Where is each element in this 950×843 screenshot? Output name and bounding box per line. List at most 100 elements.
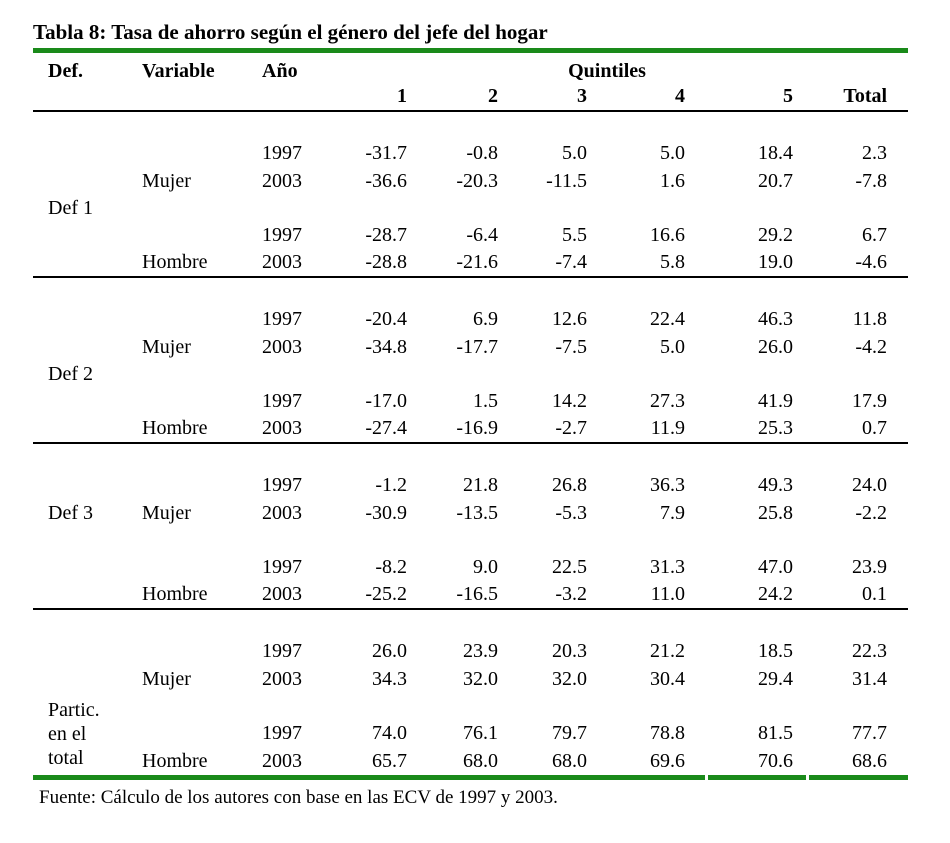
- cell-value: 22.5: [552, 555, 587, 578]
- table-row: 1997 74.0 76.1 79.7 78.8 81.5 77.7: [33, 719, 908, 747]
- cell-def: [33, 221, 130, 249]
- cell-value: -16.9: [427, 415, 518, 444]
- savings-rate-table: Def. Variable Año Quintiles 1 2 3 4 5 To…: [33, 53, 909, 775]
- cell-value: 32.0: [552, 667, 587, 690]
- cell-value: 1.5: [473, 389, 498, 412]
- table-row: Hombre 2003 -25.2 -16.5 -3.2 11.0 24.2 0…: [33, 581, 909, 610]
- cell-value: 70.6: [758, 749, 794, 772]
- cell-value: 6.7: [862, 223, 888, 246]
- cell-value: -17.0: [365, 389, 407, 412]
- cell-def-label: Def 3: [48, 501, 93, 524]
- spacer-row: [33, 443, 908, 471]
- cell-value: 20.3: [552, 639, 587, 662]
- cell-def: [33, 139, 130, 167]
- cell-value: -13.5: [456, 501, 498, 524]
- cell-value: 5.0: [660, 335, 685, 358]
- table-row: 1997 -31.7 -0.8 5.0 5.0 18.4 2.3: [33, 139, 908, 167]
- cell-value: 18.5: [758, 639, 794, 662]
- cell-value: -4.6: [806, 249, 909, 278]
- cell-def: [33, 637, 130, 665]
- cell-value: -20.3: [456, 169, 498, 192]
- cell-value: -31.7: [365, 141, 407, 164]
- table-row: 1997 -17.0 1.5 14.2 27.3 41.9 17.9: [33, 387, 908, 415]
- header-quintile-4: 4: [607, 83, 705, 112]
- cell-value: 78.8: [650, 721, 685, 744]
- cell-value: 31.3: [650, 555, 685, 578]
- cell-value: -7.8: [855, 169, 888, 192]
- cell-value: -7.4: [518, 249, 607, 278]
- cell-value: 74.0: [372, 721, 407, 744]
- cell-value: 69.6: [650, 749, 685, 772]
- cell-variable: Mujer: [142, 501, 191, 524]
- cell-def: [33, 553, 130, 581]
- cell-value: 0.7: [806, 415, 909, 444]
- table-row: 1997 -1.2 21.8 26.8 36.3 49.3 24.0: [33, 471, 908, 499]
- cell-year: 2003: [252, 415, 332, 444]
- table-row: Mujer 2003 34.3 32.0 32.0 30.4 29.4 31.4: [33, 665, 908, 693]
- cell-year: 1997: [262, 721, 302, 744]
- cell-value: 68.0: [552, 749, 587, 772]
- spacer-row: [33, 277, 908, 305]
- cell-value: -2.2: [855, 501, 888, 524]
- def-label-line: en el: [48, 723, 87, 745]
- cell-value: -4.2: [855, 335, 888, 358]
- cell-value: 19.0: [705, 249, 807, 278]
- cell-value: -27.4: [332, 415, 427, 444]
- cell-variable: [130, 553, 252, 581]
- header-quintile-1: 1: [332, 83, 427, 112]
- cell-value: 5.0: [660, 141, 685, 164]
- header-def: Def.: [48, 59, 83, 82]
- document-page: Tabla 8: Tasa de ahorro según el género …: [33, 20, 909, 808]
- cell-value: 29.2: [758, 223, 794, 246]
- table-row: Hombre 2003 -27.4 -16.9 -2.7 11.9 25.3 0…: [33, 415, 909, 444]
- cell-value: -28.8: [332, 249, 427, 278]
- title-rule-green: [33, 48, 908, 53]
- cell-def: [33, 249, 130, 278]
- cell-year: 2003: [252, 581, 332, 610]
- def-label-row: Def 2: [33, 361, 908, 387]
- cell-value: 22.3: [852, 639, 888, 662]
- cell-variable: Mujer: [142, 335, 191, 358]
- cell-value: -11.5: [546, 169, 587, 192]
- table-row: Hombre 2003 -28.8 -21.6 -7.4 5.8 19.0 -4…: [33, 249, 909, 278]
- subheader-empty: [130, 83, 252, 112]
- cell-value: 31.4: [852, 667, 888, 690]
- cell-value: 11.9: [607, 415, 705, 444]
- cell-year: 2003: [262, 501, 302, 524]
- cell-value: 6.9: [473, 307, 498, 330]
- spacer-row: [33, 111, 908, 139]
- cell-value: 18.4: [758, 141, 794, 164]
- cell-value: -8.2: [375, 555, 407, 578]
- header-quintile-2: 2: [427, 83, 518, 112]
- cell-variable: [130, 387, 252, 415]
- cell-value: 17.9: [852, 389, 888, 412]
- cell-variable: [130, 139, 252, 167]
- cell-value: 1.6: [660, 169, 685, 192]
- cell-variable: Hombre: [130, 249, 252, 278]
- cell-year: 2003: [252, 249, 332, 278]
- header-quintiles-group: Quintiles: [568, 59, 646, 82]
- table-row: 1997 -20.4 6.9 12.6 22.4 46.3 11.8: [33, 305, 908, 333]
- cell-value: 65.7: [372, 749, 407, 772]
- header-quintile-3: 3: [518, 83, 607, 112]
- cell-value: -34.8: [365, 335, 407, 358]
- cell-value: 46.3: [758, 307, 794, 330]
- cell-value: 25.3: [705, 415, 807, 444]
- cell-value: 9.0: [473, 555, 498, 578]
- table-subheader-row: 1 2 3 4 5 Total: [33, 83, 909, 112]
- cell-year: 1997: [262, 639, 302, 662]
- cell-value: 76.1: [463, 721, 498, 744]
- cell-variable: Hombre: [142, 749, 208, 772]
- cell-value: -28.7: [365, 223, 407, 246]
- table-header-row: Def. Variable Año Quintiles: [33, 53, 908, 83]
- def-label-line: Partic.: [48, 699, 100, 721]
- cell-value: 0.1: [806, 581, 909, 610]
- cell-def: [33, 305, 130, 333]
- cell-value: 21.2: [650, 639, 685, 662]
- cell-value: 77.7: [852, 721, 888, 744]
- cell-year: 1997: [262, 141, 302, 164]
- cell-value: 79.7: [552, 721, 587, 744]
- cell-value: 36.3: [650, 473, 685, 496]
- table-row: 1997 -28.7 -6.4 5.5 16.6 29.2 6.7: [33, 221, 908, 249]
- cell-def-label: Def 2: [48, 362, 93, 385]
